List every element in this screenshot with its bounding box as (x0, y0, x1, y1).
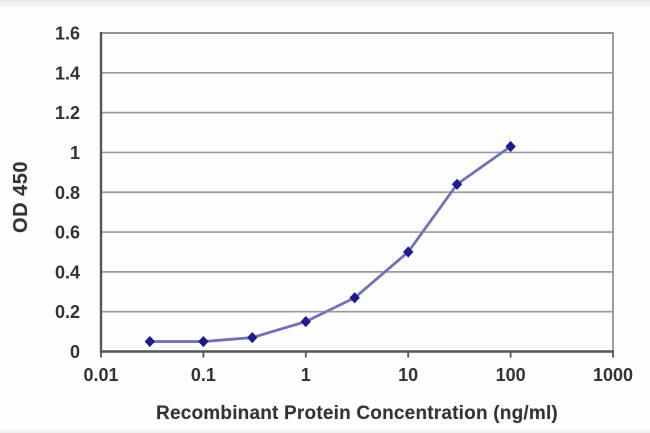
x-tick-labels: 0.01 0.1 1 10 100 1000 (83, 365, 633, 385)
bottom-edge-band (0, 428, 650, 433)
data-series (144, 140, 516, 348)
series-line (148, 145, 513, 343)
x-tick-label: 100 (496, 365, 526, 385)
x-tick-label: 0.1 (191, 365, 216, 385)
y-tick-label: 0 (70, 342, 80, 362)
data-point-marker (247, 331, 258, 344)
data-point-marker (198, 335, 209, 348)
gridlines (101, 32, 613, 313)
data-point-marker (505, 140, 516, 153)
y-tick-label: 1.6 (55, 24, 80, 44)
x-tick-label: 1000 (593, 365, 633, 385)
y-tick-label: 0.4 (55, 262, 80, 282)
data-point-marker (403, 246, 414, 258)
y-tick-label: 1.4 (55, 63, 80, 83)
data-point-marker (144, 335, 156, 348)
y-tick-labels: 0 0.2 0.4 0.6 0.8 1 1.2 1.4 1.6 (55, 24, 80, 363)
y-tick-label: 1.2 (55, 103, 80, 123)
axes (99, 32, 614, 358)
x-tick-label: 0.01 (83, 365, 118, 385)
top-edge-band (0, 0, 650, 8)
x-tick-label: 1 (301, 365, 311, 385)
data-point-marker (349, 292, 360, 304)
x-tick-label: 10 (398, 365, 418, 385)
y-tick-label: 0.8 (55, 183, 80, 203)
y-tick-label: 0.6 (55, 223, 80, 243)
y-axis-title: OD 450 (10, 161, 32, 233)
y-tick-label: 1 (70, 143, 80, 163)
x-axis-title: Recombinant Protein Concentration (ng/ml… (156, 403, 558, 424)
y-tick-label: 0.2 (55, 302, 80, 322)
data-point-marker (451, 178, 463, 190)
data-point-marker (300, 316, 311, 328)
